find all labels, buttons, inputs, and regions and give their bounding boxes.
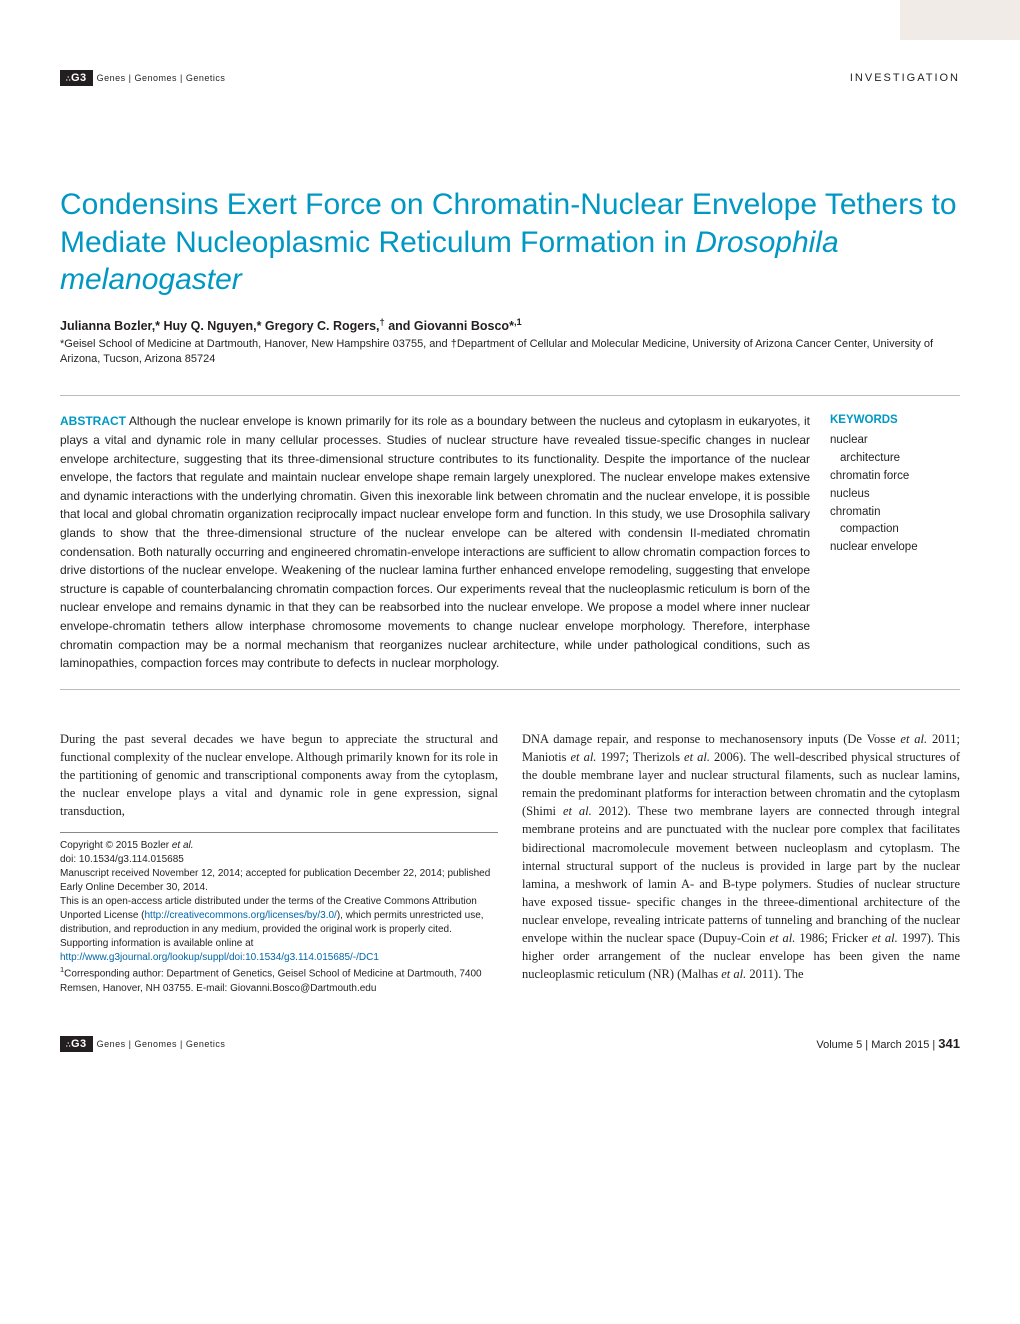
g3-logo-mark-footer: ∴G3 [60,1036,93,1052]
rule-bottom [60,689,960,690]
keyword-item: nuclear [830,432,960,450]
keyword-item: nuclear envelope [830,539,960,557]
footer-right: Volume 5 | March 2015 | 341 [816,1036,960,1051]
article-title: Condensins Exert Force on Chromatin-Nucl… [60,186,960,299]
body-right-text: DNA damage repair, and response to mecha… [522,730,960,984]
abstract-body: Although the nuclear envelope is known p… [60,414,810,670]
footnote-doi: doi: 10.1534/g3.114.015685 [60,853,498,867]
supporting-link[interactable]: http://www.g3journal.org/lookup/suppl/do… [60,952,379,963]
top-bar-decoration [900,0,1020,40]
abstract-text: ABSTRACT Although the nuclear envelope i… [60,412,810,672]
abstract-label: ABSTRACT [60,414,126,428]
footnote-dates: Manuscript received November 12, 2014; a… [60,867,498,895]
article-type: INVESTIGATION [850,72,960,84]
g3-logo-mark: ∴G3 [60,70,93,86]
column-right: DNA damage repair, and response to mecha… [522,730,960,996]
keyword-item: architecture [830,450,960,468]
keyword-item: nucleus [830,486,960,504]
footer-tagline: Genes | Genomes | Genetics [97,1039,226,1049]
affiliations: *Geisel School of Medicine at Dartmouth,… [60,337,960,368]
column-left: During the past several decades we have … [60,730,498,996]
volume-issue: Volume 5 | March 2015 | [816,1039,938,1051]
page-footer: ∴G3 Genes | Genomes | Genetics Volume 5 … [60,1036,960,1052]
footnote-license: This is an open-access article distribut… [60,895,498,937]
footnotes: Copyright © 2015 Bozler et al. doi: 10.1… [60,839,498,995]
journal-logo: ∴G3 Genes | Genomes | Genetics [60,70,225,86]
abstract-block: ABSTRACT Although the nuclear envelope i… [60,412,960,672]
keyword-item: compaction [830,521,960,539]
keyword-item: chromatin force [830,468,960,486]
license-link[interactable]: http://creativecommons.org/licenses/by/3… [145,910,337,921]
body-columns: During the past several decades we have … [60,730,960,996]
body-left-text: During the past several decades we have … [60,730,498,821]
footnote-divider [60,832,498,833]
journal-tagline: Genes | Genomes | Genetics [97,73,226,83]
footnote-corresponding: 1Corresponding author: Department of Gen… [60,965,498,995]
page-header: ∴G3 Genes | Genomes | Genetics INVESTIGA… [60,70,960,86]
rule-top [60,395,960,396]
page: ∴G3 Genes | Genomes | Genetics INVESTIGA… [0,0,1020,1092]
footnote-copyright: Copyright © 2015 Bozler et al. [60,839,498,853]
keyword-item: chromatin [830,504,960,522]
author-list: Julianna Bozler,* Huy Q. Nguyen,* Gregor… [60,317,960,333]
footer-logo: ∴G3 Genes | Genomes | Genetics [60,1036,225,1052]
keywords-list: nucleararchitecturechromatin forcenucleu… [830,432,960,557]
page-number: 341 [938,1036,960,1051]
keywords-column: KEYWORDS nucleararchitecturechromatin fo… [830,412,960,672]
keywords-heading: KEYWORDS [830,412,960,430]
footnote-supporting: Supporting information is available onli… [60,937,498,965]
